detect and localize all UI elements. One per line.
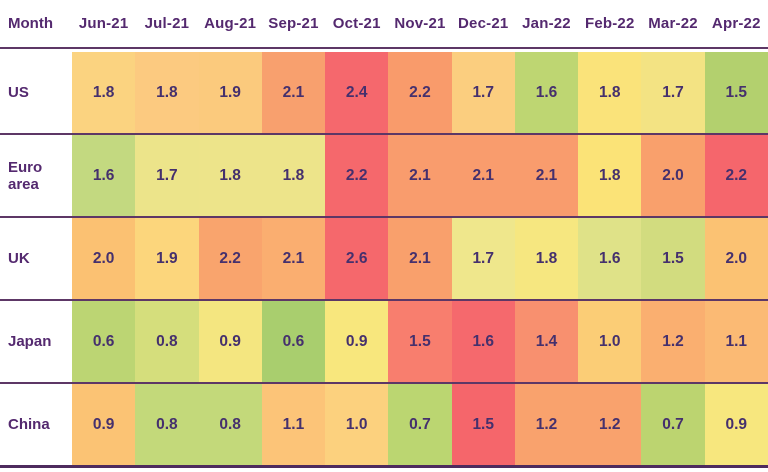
row-label: Euro area [0, 135, 72, 216]
heatmap-cell: 2.2 [388, 52, 452, 133]
month-header: Jul-21 [144, 15, 190, 32]
heatmap-cell: 1.4 [514, 301, 579, 382]
row-label: Japan [0, 301, 72, 382]
heatmap-cell: 1.2 [514, 384, 579, 465]
heatmap-cell: 2.1 [388, 218, 452, 299]
heatmap-cell: 1.7 [135, 135, 199, 216]
heatmap-cell: 1.8 [261, 135, 326, 216]
heatmap-cell: 1.2 [578, 384, 642, 465]
heatmap-cell: 0.7 [388, 384, 452, 465]
heatmap-cell: 1.0 [578, 301, 642, 382]
heatmap-cell: 1.8 [514, 218, 579, 299]
month-header: Oct-21 [332, 15, 381, 32]
heatmap-cell: 1.6 [514, 52, 579, 133]
heatmap-cell: 1.7 [641, 52, 705, 133]
heatmap-cell: 1.8 [72, 52, 136, 133]
heatmap-cell: 1.5 [388, 301, 452, 382]
month-header: Nov-21 [394, 15, 446, 32]
table-row: US 1.8 1.8 1.9 2.1 2.4 2.2 1.7 1.6 1.8 1.7 1.5 [0, 52, 768, 133]
heatmap-cell: 2.0 [641, 135, 705, 216]
heatmap-cell: 1.6 [578, 218, 642, 299]
month-header: Feb-22 [584, 15, 635, 32]
month-header: Dec-21 [458, 15, 509, 32]
row-separator [0, 382, 768, 384]
heatmap-cell: 2.0 [704, 218, 768, 299]
heatmap-cell: 2.4 [325, 52, 389, 133]
heatmap-cell: 2.2 [325, 135, 389, 216]
heatmap-cell: 1.8 [578, 52, 642, 133]
row-label: UK [0, 218, 72, 299]
month-header: Jun-21 [78, 15, 129, 32]
row-label: China [0, 384, 72, 465]
heatmap-cell: 0.9 [704, 384, 768, 465]
row-separator [0, 299, 768, 301]
heatmap-cell: 2.2 [704, 135, 768, 216]
table-row: Euro area 1.6 1.7 1.8 1.8 2.2 2.1 2.1 2.1 1.8 2.0… [0, 135, 768, 216]
heatmap-cell: 1.7 [451, 218, 515, 299]
heatmap-cell: 1.5 [704, 52, 768, 133]
heatmap-cell: 0.9 [198, 301, 262, 382]
heatmap-cell: 2.1 [388, 135, 452, 216]
header-separator [0, 47, 768, 49]
heatmap-cell: 1.2 [641, 301, 705, 382]
rows-container: US 1.8 1.8 1.9 2.1 2.4 2.2 1.7 1.6 1.8 1.7 1.5 Eur… [0, 52, 768, 465]
table-row: Japan 0.6 0.8 0.9 0.6 0.9 1.5 1.6 1.4 1.0 1.2 1.1 [0, 301, 768, 382]
heatmap-cell: 2.1 [451, 135, 515, 216]
heatmap-cell: 1.7 [451, 52, 515, 133]
header-gap [0, 49, 768, 52]
month-header: Jan-22 [522, 15, 571, 32]
heatmap-cell: 1.8 [198, 135, 262, 216]
heatmap-cell: 1.1 [704, 301, 768, 382]
corner-header-month: Month [0, 0, 72, 47]
heatmap-cell: 1.0 [325, 384, 389, 465]
row-label: US [0, 52, 72, 133]
header-row: Month Jun-21 Jul-21 Aug-21 Sep-21 Oct-21 Nov-… [0, 0, 768, 47]
row-separator [0, 216, 768, 218]
heatmap-cell: 1.9 [198, 52, 262, 133]
heatmap-cell: 0.9 [325, 301, 389, 382]
heatmap-cell: 0.7 [641, 384, 705, 465]
heatmap-cell: 1.8 [135, 52, 199, 133]
month-header: Aug-21 [204, 15, 257, 32]
heatmap-cell: 1.5 [641, 218, 705, 299]
heatmap-cell: 2.6 [325, 218, 389, 299]
heatmap-cell: 2.1 [261, 52, 326, 133]
heatmap-cell: 0.8 [135, 384, 199, 465]
month-header: Mar-22 [648, 15, 698, 32]
heatmap-cell: 0.6 [261, 301, 326, 382]
heatmap-cell: 2.0 [72, 218, 136, 299]
heatmap-cell: 0.8 [135, 301, 199, 382]
heatmap-cell: 1.9 [135, 218, 199, 299]
table-bottom-border [0, 465, 768, 468]
heatmap-cell: 2.2 [198, 218, 262, 299]
heatmap-cell: 2.1 [261, 218, 326, 299]
row-separator [0, 133, 768, 135]
table-row: UK 2.0 1.9 2.2 2.1 2.6 2.1 1.7 1.8 1.6 1.5 2.0 [0, 218, 768, 299]
heatmap-cell: 1.1 [261, 384, 326, 465]
month-header: Sep-21 [268, 15, 319, 32]
heatmap-cell: 1.6 [72, 135, 136, 216]
heatmap-cell: 1.8 [578, 135, 642, 216]
table-row: China 0.9 0.8 0.8 1.1 1.0 0.7 1.5 1.2 1.2 0.7 0.9 [0, 384, 768, 465]
heatmap-cell: 0.8 [198, 384, 262, 465]
heatmap-cell: 0.6 [72, 301, 136, 382]
month-header: Apr-22 [711, 15, 761, 32]
heatmap-cell: 2.1 [514, 135, 579, 216]
heatmap-cell: 1.6 [451, 301, 515, 382]
heatmap-cell: 1.5 [451, 384, 515, 465]
heatmap-cell: 0.9 [72, 384, 136, 465]
